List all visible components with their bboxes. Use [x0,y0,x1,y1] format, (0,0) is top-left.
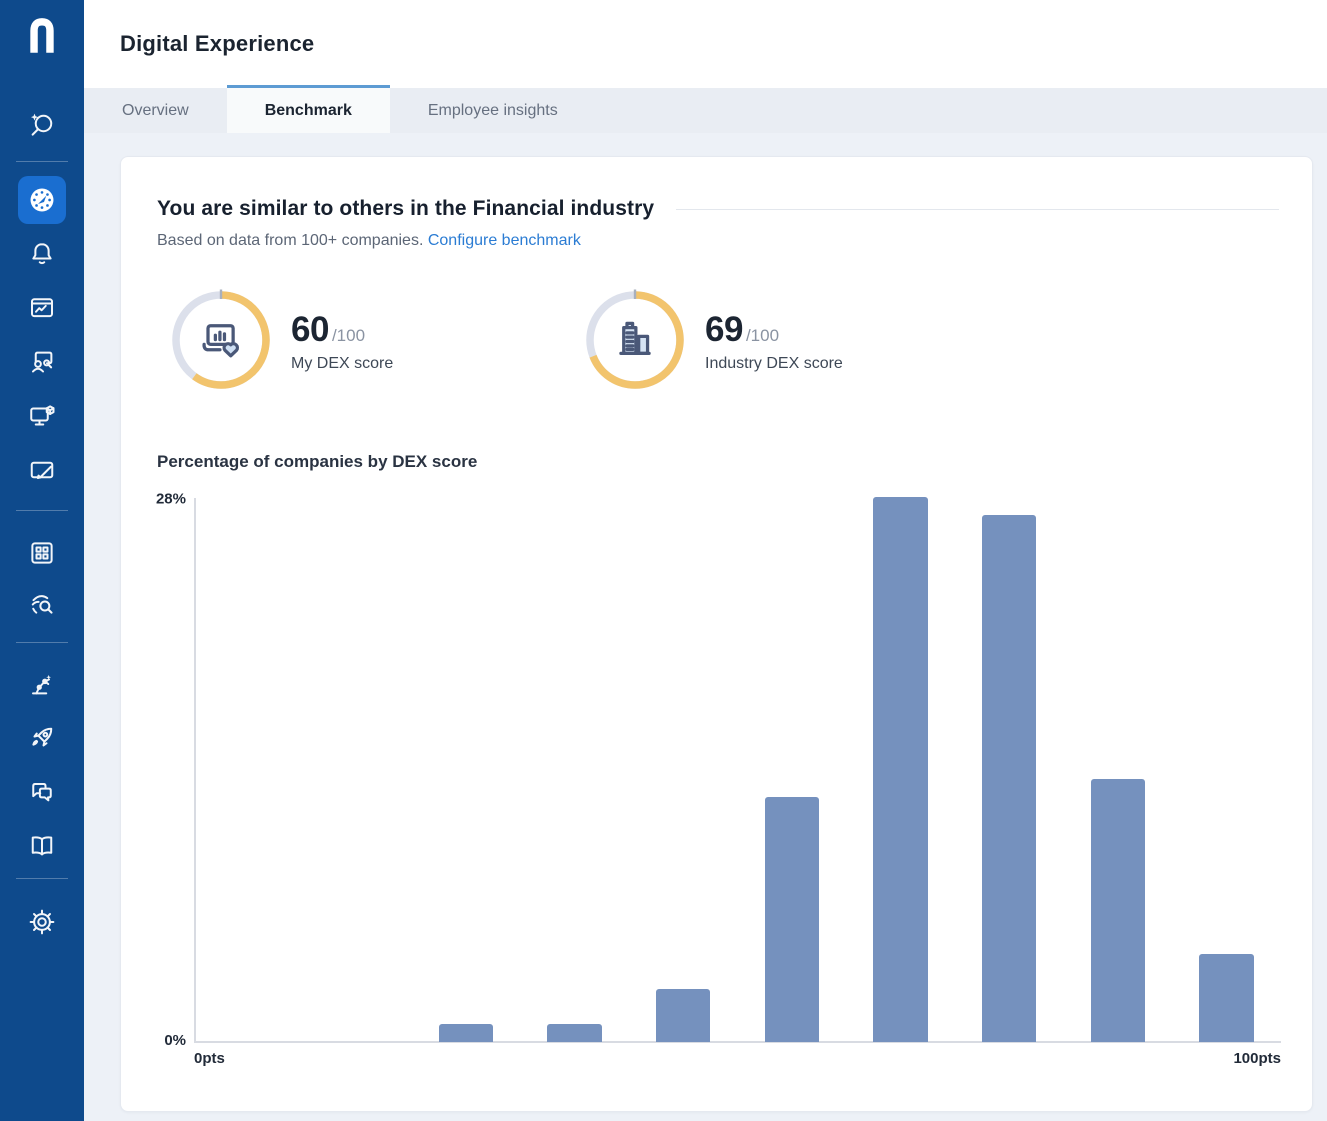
buildings-icon [609,314,661,366]
scores-row: 60 /100 My DEX score [157,288,1279,392]
my-dex-score: 60 /100 My DEX score [169,288,583,392]
benchmark-subtitle: Based on data from 100+ companies. Confi… [157,232,1279,250]
benchmark-card: You are similar to others in the Financi… [120,156,1313,1112]
industry-dex-gauge [583,288,687,392]
x-axis-line [194,1041,1281,1043]
tab-employee-insights[interactable]: Employee insights [427,101,558,119]
industry-dex-label: Industry DEX score [705,354,843,372]
industry-dex-score: 69 /100 Industry DEX score [583,288,843,392]
bar-bucket-35[interactable] [547,1024,602,1042]
fingerprint-search-icon[interactable] [26,589,58,621]
card-pen-icon[interactable] [26,454,58,486]
x-axis-min-label: 0pts [194,1050,225,1067]
chat-bubbles-icon[interactable] [26,776,58,808]
bar-bucket-55[interactable] [764,796,820,1042]
rocket-icon[interactable] [26,722,58,754]
benchmark-title: You are similar to others in the Financi… [157,197,655,220]
my-dex-denominator: /100 [331,325,366,345]
bar-bucket-65[interactable] [873,497,928,1042]
y-axis-line [194,498,196,1043]
bar-bucket-25[interactable] [438,1024,493,1042]
monitor-cube-icon[interactable] [26,400,58,432]
page-header: Digital Experience [84,0,1327,88]
main-area: Digital Experience Overview Benchmark Em… [84,0,1327,1121]
settings-gear-icon[interactable] [26,906,58,938]
sidebar-divider [16,510,68,511]
configure-benchmark-link[interactable]: Configure benchmark [427,232,581,249]
y-axis-min-label: 0% [164,1031,186,1049]
bar-bucket-95[interactable] [1199,954,1254,1042]
people-screen-icon[interactable] [26,346,58,378]
automation-arm-icon[interactable] [26,668,58,700]
y-axis-max-label: 28% [155,490,186,508]
tab-overview[interactable]: Overview [122,101,189,119]
laptop-heart-icon [195,314,247,366]
nexthink-logo[interactable] [24,12,60,60]
dashboard-gauge-icon[interactable] [18,176,66,224]
sidebar [0,0,84,1121]
industry-dex-denominator: /100 [745,325,780,345]
library-grid-icon[interactable] [26,537,58,569]
subtitle-text: Based on data from 100+ companies. [157,232,424,249]
content-area: You are similar to others in the Financi… [84,133,1327,1121]
sidebar-divider [16,878,68,879]
page-title: Digital Experience [120,31,315,56]
sidebar-divider [16,161,68,162]
bar-plot [194,497,1281,1043]
industry-dex-value: 69 [705,309,743,349]
tab-benchmark[interactable]: Benchmark [226,85,390,133]
my-dex-value: 60 [291,309,329,349]
book-icon[interactable] [26,830,58,862]
chart-title: Percentage of companies by DEX score [157,452,478,471]
dex-score-chart: 28% 0% 0pts 100pts [156,490,1281,1067]
ai-search-icon[interactable] [26,109,58,141]
bar-bucket-45[interactable] [655,989,711,1042]
bar-bucket-75[interactable] [982,514,1037,1042]
my-dex-gauge [169,288,273,392]
alerts-bell-icon[interactable] [26,238,58,270]
tab-bar: Overview Benchmark Employee insights [84,85,1327,133]
bar-bucket-85[interactable] [1090,779,1146,1042]
monitor-chart-icon[interactable] [26,292,58,324]
sidebar-divider [16,642,68,643]
x-axis-max-label: 100pts [1233,1050,1281,1067]
title-divider [676,208,1279,210]
my-dex-label: My DEX score [291,354,394,372]
